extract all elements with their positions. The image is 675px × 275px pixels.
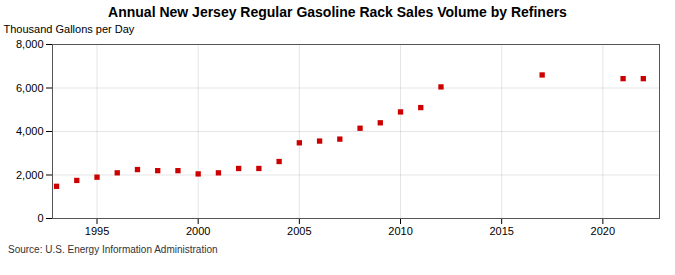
svg-text:2000: 2000 (186, 225, 210, 237)
html-text:Annual New Jersey Regular Gaso: Annual New Jersey Regular Gasoline Rack … (108, 4, 567, 20)
svg-text:6,000: 6,000 (16, 82, 44, 94)
svg-text:1995: 1995 (85, 225, 109, 237)
svg-text:2015: 2015 (489, 225, 513, 237)
html-text:Source: U.S. Energy Informatio: Source: U.S. Energy Information Administ… (8, 244, 218, 255)
svg-text:2010: 2010 (388, 225, 412, 237)
svg-text:2,000: 2,000 (16, 169, 44, 181)
svg-text:8,000: 8,000 (16, 38, 44, 50)
svg-text:2020: 2020 (591, 225, 615, 237)
svg-text:2005: 2005 (287, 225, 311, 237)
svg-text:4,000: 4,000 (16, 125, 44, 137)
svg-text:Thousand Gallons per Day: Thousand Gallons per Day (4, 23, 135, 35)
svg-text:0: 0 (37, 212, 43, 224)
